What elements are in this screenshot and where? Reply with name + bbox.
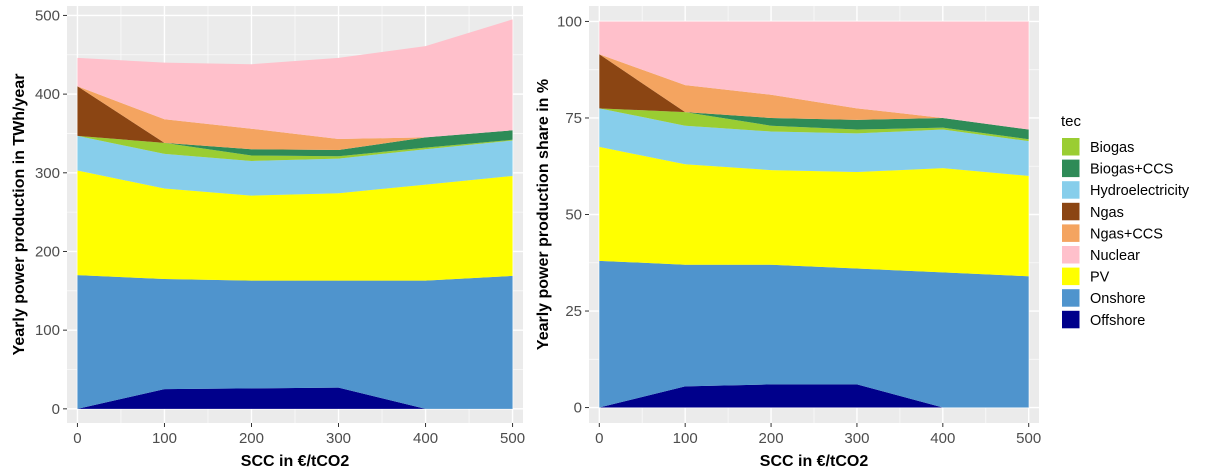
legend-key-offshore (1062, 310, 1080, 329)
y-tick-label: 50 (565, 207, 582, 224)
x-axis-title: SCC in €/tCO2 (760, 453, 869, 470)
legend-key-biogas (1062, 138, 1080, 156)
legend-label-pv: PV (1090, 270, 1110, 286)
x-axis-title: SCC in €/tCO2 (241, 453, 350, 470)
y-tick-label: 75 (565, 110, 582, 127)
legend-key-onshore (1062, 289, 1080, 307)
area-nuclear (599, 21, 1029, 130)
legend-key-nuclear (1062, 246, 1080, 264)
area-offshore (599, 384, 1029, 408)
left-chart-panel: 0 100 200 300 400 500 0 100 200 300 400 500 SCC in €… (11, 6, 525, 470)
x-tick-label: 300 (844, 430, 869, 447)
legend-label-offshore: Offshore (1090, 313, 1145, 329)
legend-label-onshore: Onshore (1090, 291, 1146, 307)
legend-key-ngas (1062, 202, 1080, 221)
x-tick-label: 200 (759, 430, 784, 447)
x-tick-label: 0 (73, 430, 81, 447)
x-tick-label: 400 (413, 430, 438, 447)
area-pv (77, 170, 513, 281)
x-tick-label: 100 (152, 430, 177, 447)
y-axis-title: Yearly power production in TWh/year (11, 74, 28, 356)
area-offshore (77, 387, 513, 409)
y-tick-label: 500 (35, 7, 60, 24)
legend: tec Biogas Biogas+CCS Hydroelectricity Ngas… (1061, 113, 1190, 329)
y-tick-label: 400 (35, 86, 60, 103)
y-tick-label: 0 (574, 400, 582, 417)
x-tick-label: 500 (500, 430, 525, 447)
area-biogas (599, 108, 1029, 142)
area-onshore (77, 275, 513, 409)
x-tick-label: 200 (239, 430, 264, 447)
legend-key-hydroelectricity (1062, 181, 1080, 199)
legend-label-ngas: Ngas (1090, 205, 1124, 221)
legend-label-biogas: Biogas (1090, 140, 1134, 156)
x-tick-label: 100 (673, 430, 698, 447)
y-tick-label: 25 (565, 303, 582, 320)
area-ngas-ccs (77, 86, 513, 150)
legend-label-nuclear: Nuclear (1090, 248, 1140, 264)
y-tick-label: 0 (52, 401, 60, 418)
y-tick-label: 100 (557, 13, 582, 30)
legend-label-hydroelectricity: Hydroelectricity (1090, 183, 1190, 199)
legend-label-ngas-ccs: Ngas+CCS (1090, 226, 1163, 242)
legend-label-biogas-ccs: Biogas+CCS (1090, 162, 1173, 178)
area-ngas-ccs (599, 54, 1029, 130)
y-tick-label: 300 (35, 165, 60, 182)
right-chart-panel: 0 100 200 300 400 500 0 25 50 75 100 SCC in €/tCO2 Y… (535, 6, 1041, 470)
y-tick-label: 200 (35, 243, 60, 260)
area-onshore (599, 260, 1029, 408)
x-tick-label: 300 (326, 430, 351, 447)
area-biogas (77, 135, 513, 161)
area-hydroelectricity (599, 108, 1029, 176)
area-hydroelectricity (77, 135, 513, 196)
area-pv (599, 146, 1029, 277)
legend-key-ngas-ccs (1062, 224, 1080, 242)
y-tick-label: 100 (35, 322, 60, 339)
x-tick-label: 0 (595, 430, 603, 447)
x-tick-label: 500 (1016, 430, 1041, 447)
legend-key-pv (1062, 267, 1080, 286)
x-tick-label: 400 (930, 430, 955, 447)
legend-title: tec (1061, 113, 1082, 130)
y-axis-title: Yearly power production share in % (535, 79, 552, 350)
area-biogas-ccs (77, 130, 513, 157)
area-nuclear (77, 19, 513, 139)
legend-key-biogas-ccs (1062, 159, 1080, 178)
area-biogas-ccs (599, 108, 1029, 140)
